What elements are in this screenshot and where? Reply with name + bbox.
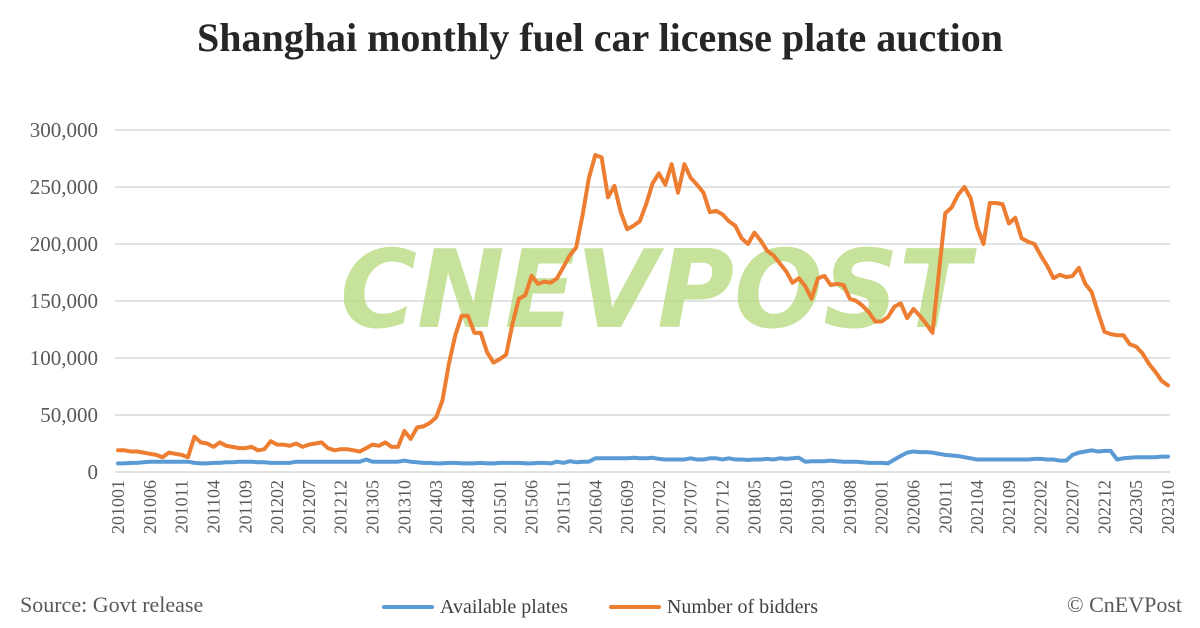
y-axis-ticks: 0 50,000 100,000 150,000 200,000 250,000 300,0… — [30, 118, 98, 484]
x-tick-label: 201903 — [808, 480, 828, 534]
x-tick-label: 202310 — [1158, 480, 1178, 534]
watermark-logo: CNEVPOST — [340, 228, 977, 353]
y-tick-label: 200,000 — [30, 232, 98, 256]
x-tick-label: 201403 — [426, 480, 446, 534]
x-tick-label: 201202 — [267, 480, 287, 534]
x-tick-label: 201310 — [394, 480, 414, 534]
x-tick-label: 201712 — [713, 480, 733, 534]
x-tick-label: 202212 — [1094, 480, 1114, 534]
x-tick-label: 202104 — [967, 480, 987, 534]
copyright-credit: © CnEVPost — [1066, 592, 1182, 617]
x-tick-label: 202006 — [903, 480, 923, 534]
x-tick-label: 201511 — [553, 480, 573, 533]
x-tick-label: 201011 — [172, 480, 192, 533]
legend-item-number-of-bidders: Number of bidders — [608, 595, 818, 619]
x-tick-label: 201908 — [840, 480, 860, 534]
source-note: Source: Govt release — [20, 592, 204, 617]
legend-swatch — [608, 605, 661, 609]
x-tick-label: 201506 — [522, 480, 542, 534]
x-tick-label: 201707 — [681, 480, 701, 534]
series-lines — [116, 153, 1170, 466]
y-tick-label: 50,000 — [40, 403, 98, 427]
x-tick-label: 201212 — [331, 480, 351, 534]
x-tick-label: 201109 — [235, 480, 255, 533]
legend: Available plates Number of bidders — [0, 592, 1200, 619]
x-tick-label: 202305 — [1126, 480, 1146, 534]
legend-item-available-plates: Available plates — [382, 596, 568, 619]
x-axis-ticks: 201001 201006 201011 201104 201109 201202 2012… — [108, 480, 1178, 534]
x-tick-label: 201810 — [776, 480, 796, 534]
x-tick-label: 202001 — [872, 480, 892, 534]
y-tick-label: 150,000 — [30, 289, 98, 313]
series-line-available-plates — [116, 448, 1170, 466]
x-tick-label: 202011 — [935, 480, 955, 533]
y-tick-label: 0 — [88, 460, 99, 484]
x-tick-label: 201006 — [140, 480, 160, 534]
x-tick-label: 202202 — [1031, 480, 1051, 534]
legend-swatch — [382, 605, 434, 609]
x-tick-label: 201001 — [108, 480, 128, 534]
series-line-number-of-bidders — [116, 153, 1170, 460]
y-tick-label: 300,000 — [30, 118, 98, 142]
x-tick-label: 202207 — [1063, 480, 1083, 534]
gridlines — [115, 129, 1170, 473]
x-tick-label: 201104 — [203, 480, 223, 533]
y-tick-label: 250,000 — [30, 175, 98, 199]
x-tick-label: 201604 — [585, 480, 605, 534]
x-tick-label: 201501 — [490, 480, 510, 534]
legend-label: Number of bidders — [666, 595, 818, 618]
x-tick-label: 202109 — [999, 480, 1019, 534]
chart-title: Shanghai monthly fuel car license plate … — [197, 15, 1003, 60]
x-tick-label: 201805 — [744, 480, 764, 534]
legend-label: Available plates — [440, 595, 568, 618]
x-tick-label: 201408 — [458, 480, 478, 534]
x-tick-label: 201609 — [617, 480, 637, 534]
y-tick-label: 100,000 — [30, 346, 98, 370]
x-tick-label: 201207 — [299, 480, 319, 534]
x-tick-label: 201702 — [649, 480, 669, 534]
x-tick-label: 201305 — [363, 480, 383, 534]
